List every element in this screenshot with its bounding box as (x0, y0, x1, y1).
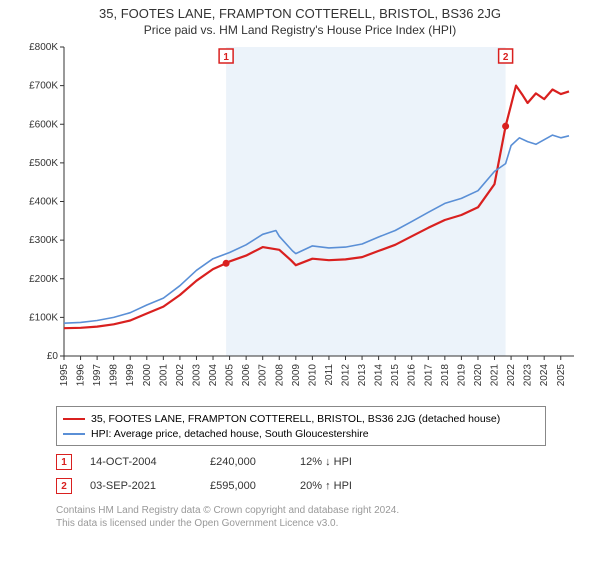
svg-text:1999: 1999 (125, 364, 136, 387)
chart-area: £0 £100K £200K £300K £400K £500K £600K £700K £80… (20, 43, 580, 398)
marker-badge: 2 (56, 478, 72, 494)
svg-text:2006: 2006 (241, 364, 252, 387)
svg-text:£700K: £700K (29, 81, 58, 92)
svg-text:2018: 2018 (440, 364, 451, 387)
footer-line: Contains HM Land Registry data © Crown c… (56, 504, 600, 517)
svg-text:1998: 1998 (109, 364, 120, 387)
svg-text:2015: 2015 (390, 364, 401, 387)
marker-badge: 1 (56, 454, 72, 470)
svg-text:2001: 2001 (158, 364, 169, 387)
svg-text:2013: 2013 (357, 364, 368, 387)
legend-label: HPI: Average price, detached house, Sout… (91, 428, 369, 440)
legend: 35, FOOTES LANE, FRAMPTON COTTERELL, BRI… (56, 406, 546, 446)
marker-price: £595,000 (210, 480, 300, 492)
footer-line: This data is licensed under the Open Gov… (56, 517, 600, 530)
svg-text:£400K: £400K (29, 197, 58, 208)
marker-delta: 12% ↓ HPI (300, 456, 400, 468)
svg-text:£100K: £100K (29, 312, 58, 323)
svg-text:£0: £0 (47, 351, 59, 362)
marker-row: 2 03-SEP-2021 £595,000 20% ↑ HPI (56, 478, 600, 494)
svg-text:2005: 2005 (225, 364, 236, 387)
svg-text:2003: 2003 (191, 364, 202, 387)
svg-text:2012: 2012 (340, 364, 351, 387)
legend-item: 35, FOOTES LANE, FRAMPTON COTTERELL, BRI… (63, 411, 539, 426)
root: 35, FOOTES LANE, FRAMPTON COTTERELL, BRI… (0, 6, 600, 566)
legend-swatch (63, 433, 85, 435)
svg-text:2023: 2023 (523, 364, 534, 387)
marker-date: 03-SEP-2021 (90, 480, 210, 492)
svg-text:2007: 2007 (258, 364, 269, 387)
svg-text:2000: 2000 (142, 364, 153, 387)
svg-text:£500K: £500K (29, 158, 58, 169)
marker-price: £240,000 (210, 456, 300, 468)
svg-text:2: 2 (503, 52, 509, 63)
svg-text:£200K: £200K (29, 274, 58, 285)
marker-delta: 20% ↑ HPI (300, 480, 400, 492)
marker-row: 1 14-OCT-2004 £240,000 12% ↓ HPI (56, 454, 600, 470)
svg-text:£600K: £600K (29, 119, 58, 130)
svg-text:2024: 2024 (539, 364, 550, 387)
svg-text:2014: 2014 (374, 364, 385, 387)
svg-text:2011: 2011 (324, 364, 335, 386)
svg-text:2019: 2019 (456, 364, 467, 387)
svg-text:£800K: £800K (29, 43, 58, 53)
svg-text:2020: 2020 (473, 364, 484, 387)
svg-text:2009: 2009 (291, 364, 302, 387)
svg-text:2010: 2010 (307, 364, 318, 387)
legend-item: HPI: Average price, detached house, Sout… (63, 426, 539, 441)
svg-text:2022: 2022 (506, 364, 517, 387)
svg-text:2025: 2025 (556, 364, 567, 387)
svg-text:2016: 2016 (407, 364, 418, 387)
chart-title: 35, FOOTES LANE, FRAMPTON COTTERELL, BRI… (0, 6, 600, 21)
svg-text:1995: 1995 (59, 364, 70, 387)
legend-label: 35, FOOTES LANE, FRAMPTON COTTERELL, BRI… (91, 413, 500, 425)
marker-num: 2 (61, 481, 67, 492)
svg-text:1996: 1996 (76, 364, 87, 387)
marker-date: 14-OCT-2004 (90, 456, 210, 468)
chart-subtitle: Price paid vs. HM Land Registry's House … (0, 23, 600, 37)
svg-text:2002: 2002 (175, 364, 186, 387)
svg-text:2008: 2008 (274, 364, 285, 387)
legend-swatch (63, 418, 85, 420)
marker-num: 1 (61, 457, 67, 468)
svg-text:2021: 2021 (490, 364, 501, 387)
svg-text:£300K: £300K (29, 235, 58, 246)
svg-text:1: 1 (223, 52, 229, 63)
chart-svg: £0 £100K £200K £300K £400K £500K £600K £700K £80… (20, 43, 580, 398)
svg-text:1997: 1997 (92, 364, 103, 387)
footer: Contains HM Land Registry data © Crown c… (56, 504, 600, 530)
svg-text:2004: 2004 (208, 364, 219, 387)
svg-text:2017: 2017 (423, 364, 434, 387)
